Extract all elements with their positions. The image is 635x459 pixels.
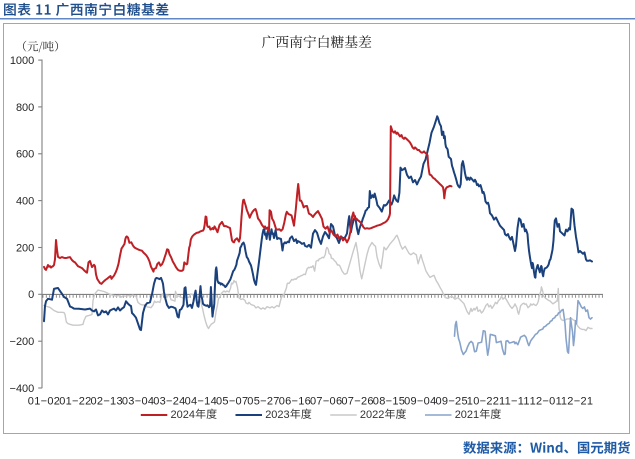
svg-text:01−22: 01−22 <box>59 395 91 407</box>
svg-text:07−26: 07−26 <box>341 395 373 407</box>
svg-text:2022: 2022 <box>360 409 384 421</box>
svg-text:11−11: 11−11 <box>499 395 530 407</box>
svg-text:2021: 2021 <box>455 409 479 421</box>
svg-text:10−22: 10−22 <box>467 395 499 407</box>
svg-text:05−27: 05−27 <box>247 395 279 407</box>
svg-text:03−04: 03−04 <box>122 395 154 407</box>
svg-text:04−14: 04−14 <box>185 395 217 407</box>
svg-text:08−15: 08−15 <box>373 395 405 407</box>
svg-text:2024: 2024 <box>171 409 195 421</box>
svg-text:12−21: 12−21 <box>561 395 593 407</box>
svg-text:07−06: 07−06 <box>310 395 342 407</box>
svg-text:0: 0 <box>28 289 34 301</box>
svg-text:09−25: 09−25 <box>435 395 467 407</box>
svg-text:800: 800 <box>16 102 34 114</box>
svg-text:1000: 1000 <box>10 55 34 67</box>
svg-text:05−07: 05−07 <box>216 395 248 407</box>
svg-text:03−24: 03−24 <box>153 395 185 407</box>
svg-text:09−04: 09−04 <box>404 395 436 407</box>
svg-text:−200: −200 <box>10 336 35 348</box>
svg-text:200: 200 <box>16 242 34 254</box>
svg-text:06−16: 06−16 <box>279 395 311 407</box>
svg-text:600: 600 <box>16 149 34 161</box>
svg-text:400: 400 <box>16 196 34 208</box>
svg-text:2023: 2023 <box>265 409 289 421</box>
svg-text:02−13: 02−13 <box>90 395 122 407</box>
svg-text:01−02: 01−02 <box>28 395 60 407</box>
svg-text:−400: −400 <box>10 383 35 395</box>
svg-text:12−01: 12−01 <box>530 395 562 407</box>
